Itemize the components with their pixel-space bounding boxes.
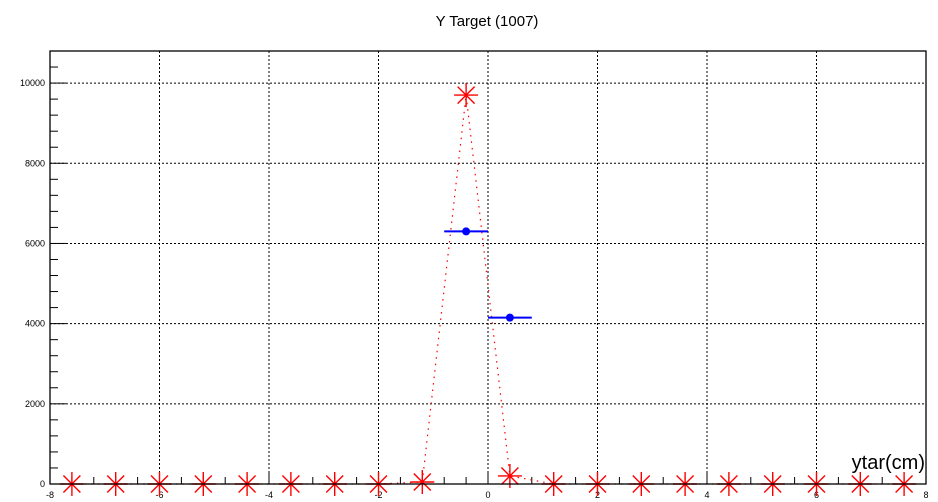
x-tick-label: 4 <box>704 490 709 500</box>
blue-point <box>444 227 488 236</box>
y-tick-label: 4000 <box>25 319 45 329</box>
y-tick-label: 0 <box>40 479 45 489</box>
y-tick-label: 10000 <box>20 78 45 88</box>
x-tick-label: -8 <box>46 490 54 500</box>
star-stroke <box>500 467 519 485</box>
x-tick-label: 0 <box>485 490 490 500</box>
blue-marker <box>462 227 471 236</box>
star-series-line <box>71 95 905 485</box>
blue-marker <box>505 313 514 322</box>
y-tick-label: 6000 <box>25 238 45 248</box>
blue-point <box>488 313 532 322</box>
data-layer <box>59 83 917 496</box>
plot-frame <box>49 50 927 485</box>
y-tick-label: 2000 <box>25 399 45 409</box>
star-marker <box>454 83 479 108</box>
x-tick-label: 8 <box>923 490 928 500</box>
y-tick-label: 8000 <box>25 158 45 168</box>
x-axis-title: ytar(cm) <box>852 452 925 474</box>
chart-title: Y Target (1007) <box>436 13 539 30</box>
x-tick-label: -4 <box>265 490 273 500</box>
star-stroke <box>457 86 476 105</box>
grid-layer <box>50 51 926 484</box>
star-stroke <box>413 473 432 491</box>
star-marker <box>410 469 435 494</box>
